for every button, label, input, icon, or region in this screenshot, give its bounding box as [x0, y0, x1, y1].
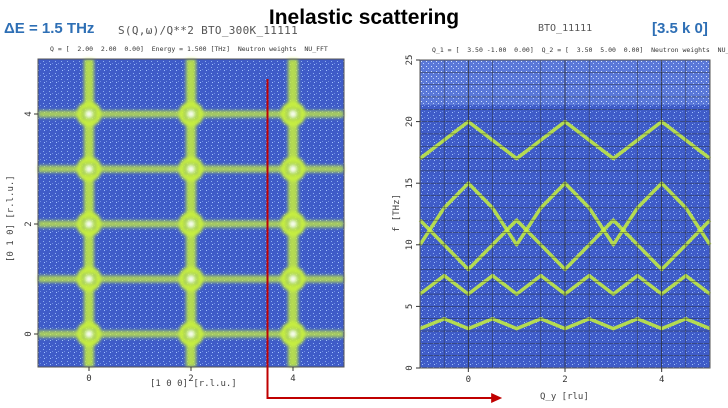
left-map-subtitle: Q = [ 2.00 2.00 0.00] Energy = 1.500 [TH… — [50, 45, 328, 53]
right-map-ytick-label: 15 — [405, 178, 415, 189]
left-map-bright-spot — [76, 211, 102, 237]
left-map-bright-spot — [178, 321, 204, 347]
right-map-header: BTO_11111 — [538, 23, 593, 34]
right-map-ylabel: f [THz] — [392, 194, 402, 232]
left-map-bright-spot — [280, 266, 306, 292]
left-map-bright-spot — [76, 101, 102, 127]
left-map-ytick-label: 2 — [24, 221, 34, 226]
left-map-header: S(Q,ω)/Q**2 BTO_300K_11111 — [118, 24, 298, 37]
left-map-bright-spot — [280, 156, 306, 182]
left-map-bright-spot — [76, 156, 102, 182]
left-map-bright-spot — [178, 101, 204, 127]
right-map-ytick-label: 5 — [405, 304, 415, 309]
left-map-spot-center — [86, 111, 92, 117]
left-map-spot-center — [188, 221, 194, 227]
right-map-ytick-label: 20 — [405, 116, 415, 127]
right-map-xlabel: Q_y [rlu] — [540, 392, 589, 402]
left-map-spot-center — [188, 111, 194, 117]
right-map-subtitle: Q_1 = [ 3.50 -1.00 0.00] Q_2 = [ 3.50 5.… — [432, 46, 728, 54]
left-map-spot-center — [86, 166, 92, 172]
left-map-xtick-label: 0 — [86, 374, 91, 384]
left-map-spot-center — [290, 111, 296, 117]
left-map-spot-center — [86, 221, 92, 227]
page-title: Inelastic scattering — [268, 6, 460, 29]
left-map-bright-spot — [178, 211, 204, 237]
right-map-ticks: 0 2 4 0 5 10 15 20 25 — [405, 55, 664, 385]
left-map-spot-center — [188, 331, 194, 337]
left-map-bright-spot — [178, 266, 204, 292]
left-map-spot-center — [86, 331, 92, 337]
left-map-ytick-label: 4 — [24, 111, 34, 116]
left-map-features — [38, 59, 344, 367]
right-map-grid — [420, 60, 710, 368]
left-map-spot-center — [188, 276, 194, 282]
wavevector-label: [3.5 k 0] — [652, 20, 708, 37]
left-map-spot-center — [86, 276, 92, 282]
right-map-xtick-label: 4 — [659, 375, 664, 385]
left-map-bright-spot — [76, 321, 102, 347]
right-map-ytick-label: 25 — [405, 55, 415, 66]
left-map-bright-spot — [76, 266, 102, 292]
left-map-xtick-label: 4 — [290, 374, 295, 384]
energy-label: ΔE = 1.5 THz — [4, 20, 95, 37]
left-map-bright-spot — [280, 211, 306, 237]
slice-arrow-head — [491, 393, 503, 403]
right-map: 0 2 4 0 5 10 15 20 25 — [405, 55, 712, 385]
left-map-xtick-label: 2 — [188, 374, 193, 384]
left-map-ytick-label: 0 — [24, 331, 34, 336]
left-map-spot-center — [290, 331, 296, 337]
left-map-spot-center — [290, 276, 296, 282]
slice-arrow-line — [266, 79, 493, 399]
right-map-ytick-label: 10 — [405, 239, 415, 250]
left-map-spot-center — [188, 166, 194, 172]
left-map-xlabel: [1 0 0] [r.l.u.] — [150, 379, 237, 389]
right-map-xtick-label: 0 — [466, 375, 471, 385]
left-map-bright-spot — [178, 156, 204, 182]
left-map-ylabel: [0 1 0] [r.l.u.] — [6, 175, 16, 262]
slice-arrow — [266, 79, 503, 403]
left-map-bright-spot — [280, 321, 306, 347]
right-map-ytick-label: 0 — [405, 365, 415, 370]
left-map-spot-center — [290, 221, 296, 227]
right-map-xtick-label: 2 — [562, 375, 567, 385]
left-map-spot-center — [290, 166, 296, 172]
left-map-ticks: 0 2 4 0 2 4 — [24, 111, 296, 384]
left-map-bright-spot — [280, 101, 306, 127]
left-map: 0 2 4 0 2 4 — [24, 58, 345, 384]
